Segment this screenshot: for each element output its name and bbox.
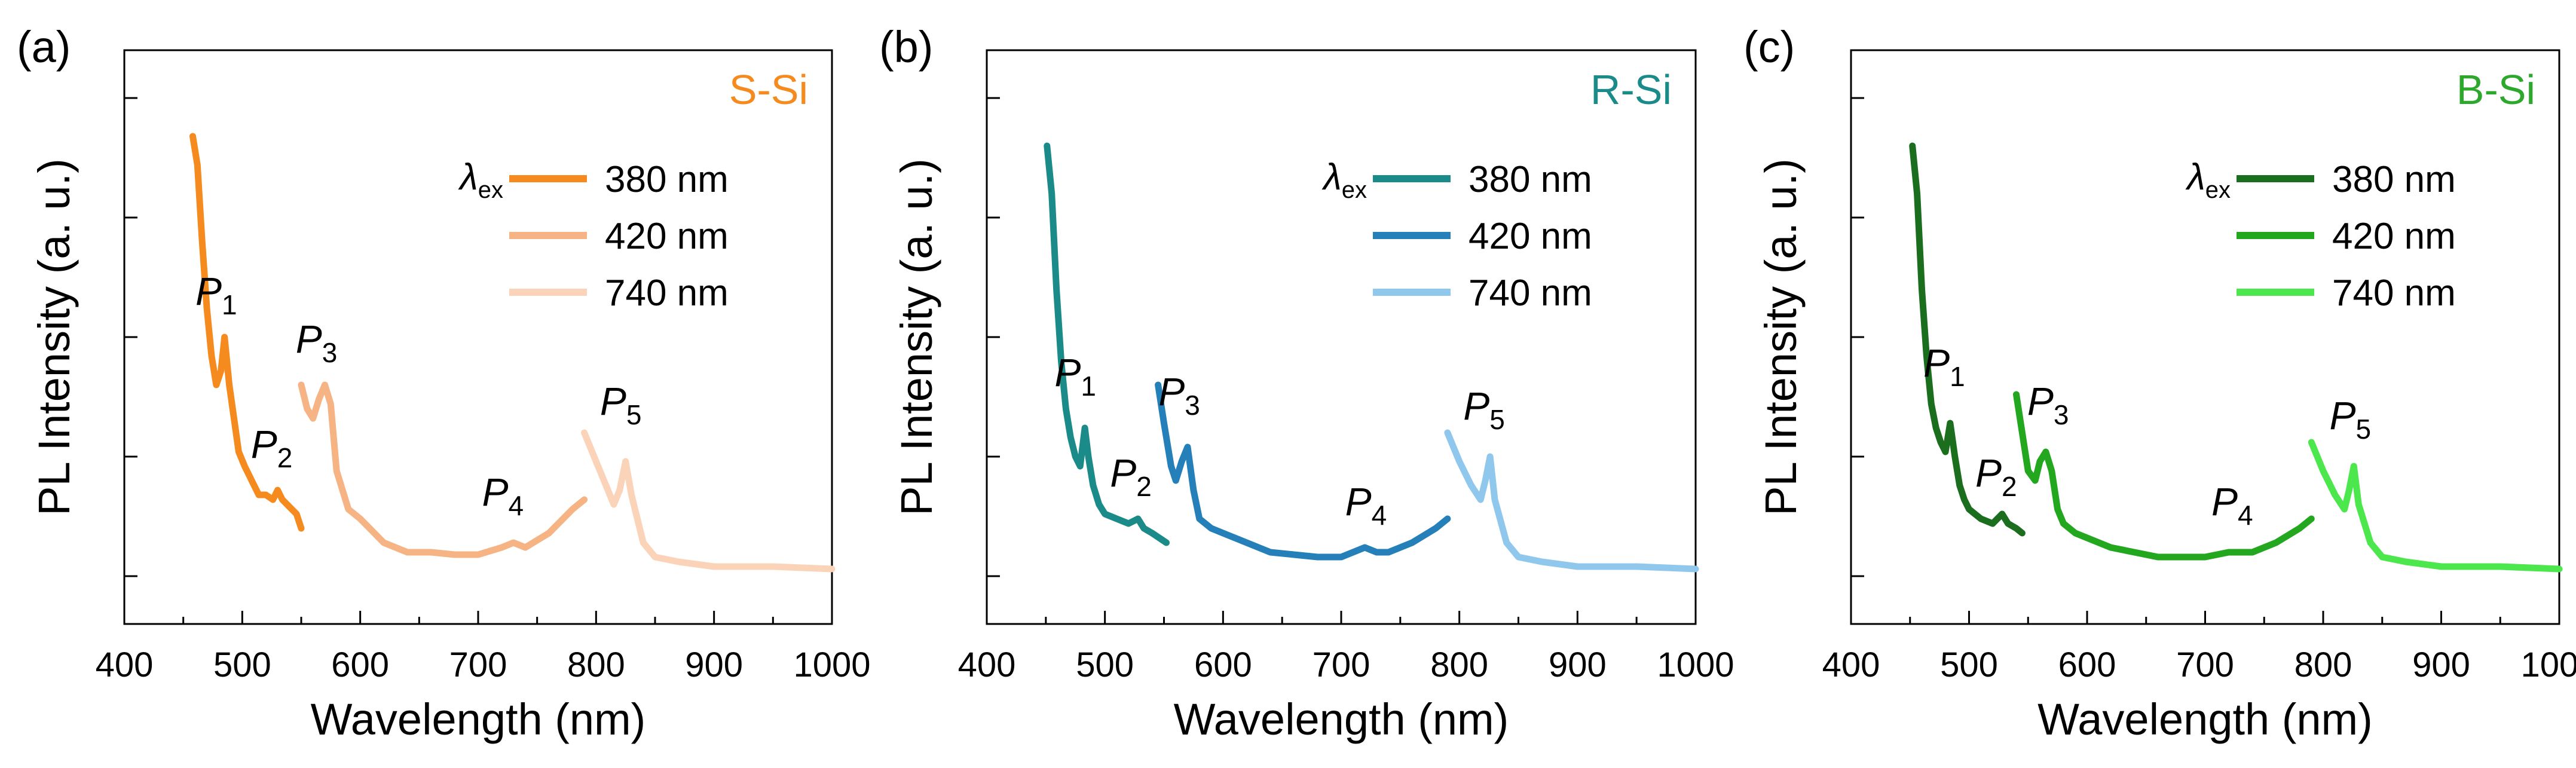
x-tick-label: 1000 [793, 645, 870, 684]
x-tick-label: 800 [1430, 645, 1488, 684]
panel-b-si: 400 500 600 700 800 900 1000 Wavelength (nm) PL … [1743, 22, 2576, 744]
x-tick-label: 500 [1076, 645, 1134, 684]
panel-label: (b) [879, 22, 933, 72]
legend-entry-label: 420 nm [1468, 216, 1592, 257]
peak-label-p4: P4 [482, 470, 524, 521]
x-tick-label: 700 [449, 645, 507, 684]
peak-label-p1: P1 [1923, 341, 1965, 392]
legend-entry-label: 740 nm [2332, 273, 2456, 314]
peak-label-p3: P3 [296, 317, 338, 368]
y-axis-label: PL Intensity (a. u.) [892, 158, 941, 516]
series-line-380-nm [1909, 142, 2026, 537]
peak-label-p5: P5 [600, 379, 642, 430]
series-line-380-nm [1044, 142, 1170, 546]
y-axis-label: PL Intensity (a. u.) [1756, 158, 1806, 516]
peak-label-p3: P3 [1158, 369, 1200, 421]
series-line-740-nm [2308, 439, 2563, 573]
x-tick-label: 900 [1549, 645, 1607, 684]
peak-label-p3: P3 [2027, 379, 2069, 430]
peak-label-p2: P2 [251, 422, 293, 473]
sample-label: R-Si [1590, 66, 1672, 113]
x-tick-label: 400 [96, 645, 154, 684]
legend-entry-label: 380 nm [2332, 159, 2456, 200]
sample-label: B-Si [2456, 66, 2535, 113]
x-tick-label: 900 [685, 645, 743, 684]
series-line-420-nm [298, 381, 588, 558]
x-tick-label: 1000 [1657, 645, 1734, 684]
peak-label-p4: P4 [1345, 479, 1387, 531]
x-tick-label: 700 [2176, 645, 2234, 684]
peak-label-p5: P5 [2329, 393, 2371, 445]
x-tick-label: 500 [1940, 645, 1998, 684]
x-tick-label: 400 [1822, 645, 1880, 684]
legend-title: λex [2185, 157, 2231, 203]
x-tick-label: 400 [958, 645, 1016, 684]
peak-label-p1: P1 [1054, 350, 1096, 402]
panel-r-si: 400 500 600 700 800 900 1000 Wavelength (nm) PL … [879, 22, 1734, 744]
peak-label-p2: P2 [1975, 451, 2017, 502]
x-axis-label: Wavelength (nm) [1174, 694, 1509, 744]
y-axis-label: PL Intensity (a. u.) [29, 158, 79, 516]
panel-label: (a) [17, 22, 71, 72]
series-line-420-nm [1155, 381, 1451, 561]
legend-entry-label: 380 nm [1468, 159, 1592, 200]
panel-s-si: 400 500 600 700 800 900 1000 Wavelength (nm) PL … [17, 22, 871, 744]
x-tick-label: 800 [2294, 645, 2352, 684]
x-tick-label: 700 [1313, 645, 1370, 684]
series-line-740-nm [581, 429, 836, 573]
x-tick-label: 500 [213, 645, 271, 684]
x-tick-label: 600 [2058, 645, 2116, 684]
legend-title: λex [1321, 157, 1367, 203]
legend-entry-label: 420 nm [605, 216, 729, 257]
legend-entry-label: 420 nm [2332, 216, 2456, 257]
legend-entry-label: 740 nm [605, 273, 729, 314]
x-tick-label: 800 [567, 645, 625, 684]
peak-label-p2: P2 [1110, 451, 1152, 502]
peak-label-p5: P5 [1463, 384, 1505, 435]
series-line-380-nm [189, 133, 305, 532]
x-axis-label: Wavelength (nm) [2037, 694, 2373, 744]
legend-entry-label: 380 nm [605, 159, 729, 200]
sample-label: S-Si [729, 66, 808, 113]
series-line-420-nm [2013, 391, 2315, 561]
plot-frame [123, 49, 833, 625]
x-tick-label: 1000 [2520, 645, 2576, 684]
legend-entry-label: 740 nm [1468, 273, 1592, 314]
legend-title: λex [458, 157, 503, 203]
series-line-740-nm [1444, 429, 1699, 573]
plot-frame [1850, 49, 2560, 625]
x-tick-label: 600 [331, 645, 389, 684]
panel-label: (c) [1743, 22, 1795, 72]
peak-label-p4: P4 [2211, 479, 2253, 531]
x-tick-label: 900 [2412, 645, 2470, 684]
plot-frame [986, 49, 1697, 625]
x-tick-label: 600 [1194, 645, 1252, 684]
peak-label-p1: P1 [195, 269, 237, 320]
x-axis-label: Wavelength (nm) [311, 694, 646, 744]
